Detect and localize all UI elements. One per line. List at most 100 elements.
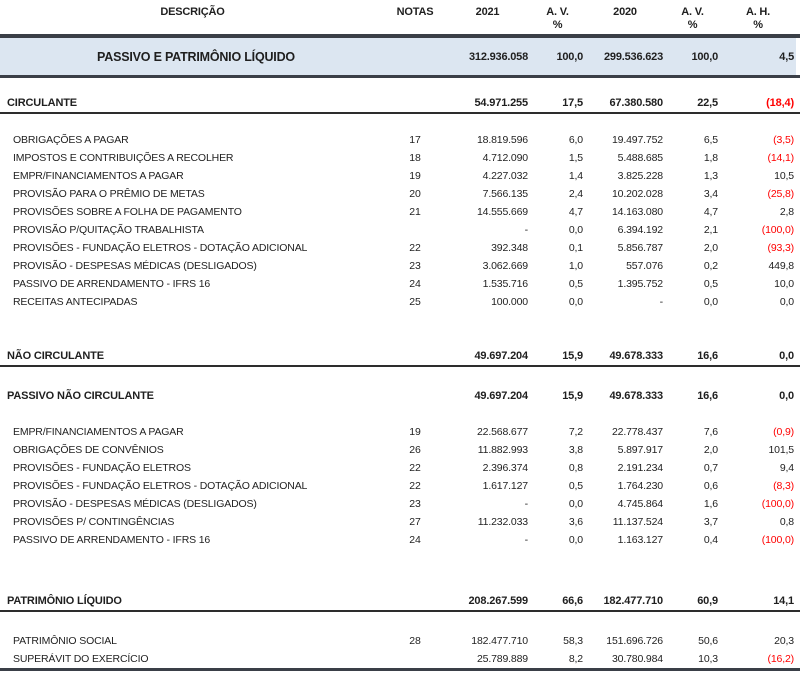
cell-ah: (100,0)	[761, 498, 794, 510]
table-header-row: DESCRIÇÃO NOTAS 2021 A. V. % 2020 A. V. …	[0, 4, 796, 34]
cell-av-2021: 0,5	[568, 278, 583, 290]
row-label: IMPOSTOS E CONTRIBUIÇÕES A RECOLHER	[13, 152, 234, 164]
cell-av-2021: 15,9	[562, 390, 583, 402]
cell-av-2020: 1,6	[703, 498, 718, 510]
cell-ah: 4,5	[779, 50, 794, 63]
row-label: PROVISÕES - FUNDAÇÃO ELETROS - DOTAÇÃO A…	[13, 242, 308, 254]
cell-2021-value: 312.936.058	[469, 50, 528, 63]
row-label: EMPR/FINANCIAMENTOS A PAGAR	[13, 170, 184, 182]
column-header-label: NOTAS	[396, 6, 434, 18]
row-label: NÃO CIRCULANTE	[7, 350, 104, 362]
cell-2020-value: -	[659, 296, 664, 308]
table-row: PASSIVO NÃO CIRCULANTE 49.697.204 15,9 49.6…	[0, 387, 796, 405]
cell-note: 22	[409, 242, 421, 254]
cell-2021-value: 182.477.710	[471, 635, 528, 647]
cell-2021-value: -	[524, 534, 529, 546]
cell-ah: 10,5	[774, 170, 794, 182]
table-row: PROVISÕES - FUNDAÇÃO ELETROS - DOTAÇÃO A…	[0, 477, 796, 495]
cell-2021-value: 54.971.255	[474, 97, 528, 109]
column-header-label: A. V.	[546, 6, 569, 18]
table-row: PASSIVO DE ARRENDAMENTO - IFRS 16 24 - 0,0 1…	[0, 531, 796, 549]
cell-ah: (100,0)	[761, 534, 794, 546]
cell-2020-value: 2.191.234	[617, 462, 664, 474]
cell-note: 22	[409, 462, 421, 474]
column-header-percent: %	[687, 19, 698, 31]
table-row: PATRIMÔNIO SOCIAL 28 182.477.710 58,3 151.69…	[0, 632, 796, 650]
cell-av-2021: 7,2	[568, 426, 583, 438]
cell-ah: (25,8)	[767, 188, 794, 200]
divider-rule	[0, 365, 800, 367]
table-row: OBRIGAÇÕES DE CONVÊNIOS 26 11.882.993 3,8 5.…	[0, 441, 796, 459]
grand-total-label: PASSIVO E PATRIMÔNIO LÍQUIDO	[97, 49, 295, 64]
row-label: OBRIGAÇÕES A PAGAR	[13, 134, 129, 146]
cell-av-2020: 1,3	[703, 170, 718, 182]
cell-av-2020: 0,2	[703, 260, 718, 272]
cell-av-2020: 0,6	[703, 480, 718, 492]
cell-2020-value: 182.477.710	[603, 595, 663, 607]
row-label: SUPERÁVIT DO EXERCÍCIO	[13, 653, 149, 665]
cell-2021-value: 3.062.669	[482, 260, 529, 272]
cell-2020-value: 49.678.333	[609, 390, 663, 402]
cell-2020-value: 1.395.752	[617, 278, 664, 290]
cell-note: 27	[409, 516, 421, 528]
balance-sheet-table: DESCRIÇÃO NOTAS 2021 A. V. % 2020 A. V. …	[0, 4, 800, 671]
cell-ah: (14,1)	[767, 152, 794, 164]
cell-2021-value: 392.348	[491, 242, 528, 254]
cell-2020-value: 299.536.623	[604, 50, 663, 63]
cell-av-2020: 0,0	[703, 296, 718, 308]
cell-2020-value: 557.076	[626, 260, 663, 272]
cell-note: 19	[409, 170, 421, 182]
table-row: IMPOSTOS E CONTRIBUIÇÕES A RECOLHER 18 4.7…	[0, 149, 796, 167]
table-row: PROVISÃO PARA O PRÊMIO DE METAS 20 7.566.1…	[0, 185, 796, 203]
cell-note: 25	[409, 296, 421, 308]
cell-av-2021: 0,8	[568, 462, 583, 474]
cell-av-2020: 10,3	[698, 653, 718, 665]
divider-rule	[0, 112, 800, 114]
cell-note: 18	[409, 152, 421, 164]
cell-2020-value: 19.497.752	[611, 134, 663, 146]
grand-total-row: PASSIVO E PATRIMÔNIO LÍQUIDO 312.936.058…	[0, 38, 796, 75]
cell-ah: 0,0	[779, 296, 794, 308]
cell-av-2020: 4,7	[703, 206, 718, 218]
cell-av-2021: 100,0	[556, 50, 583, 63]
row-label: PASSIVO DE ARRENDAMENTO - IFRS 16	[13, 534, 211, 546]
column-header-label: A. H.	[745, 6, 771, 18]
cell-av-2021: 0,0	[568, 498, 583, 510]
cell-ah: 0,0	[779, 350, 794, 362]
cell-av-2021: 6,0	[568, 134, 583, 146]
cell-av-2020: 22,5	[697, 97, 718, 109]
cell-2021-value: 14.555.669	[476, 206, 528, 218]
cell-ah: 9,4	[779, 462, 794, 474]
cell-note: 17	[409, 134, 421, 146]
cell-av-2021: 3,6	[568, 516, 583, 528]
row-label: PROVISÃO PARA O PRÊMIO DE METAS	[13, 188, 205, 200]
cell-av-2020: 7,6	[703, 426, 718, 438]
row-label: PATRIMÔNIO LÍQUIDO	[7, 595, 122, 607]
cell-ah: 14,1	[773, 595, 794, 607]
cell-2021-value: 18.819.596	[476, 134, 528, 146]
column-header-label: DESCRIÇÃO	[160, 6, 225, 18]
table-row: EMPR/FINANCIAMENTOS A PAGAR 19 22.568.677 7…	[0, 423, 796, 441]
cell-ah: (100,0)	[761, 224, 794, 236]
cell-note: 28	[409, 635, 421, 647]
cell-av-2020: 50,6	[698, 635, 718, 647]
cell-2021-value: 11.882.993	[477, 444, 528, 456]
cell-2021-value: -	[524, 224, 529, 236]
table-row: PROVISÕES - FUNDAÇÃO ELETROS - DOTAÇÃO A…	[0, 239, 796, 257]
table-row: EMPR/FINANCIAMENTOS A PAGAR 19 4.227.032 1,…	[0, 167, 796, 185]
cell-2020-value: 67.380.580	[609, 97, 663, 109]
cell-ah: 2,8	[779, 206, 794, 218]
cell-2021-value: 100.000	[491, 296, 528, 308]
cell-2020-value: 5.488.685	[617, 152, 664, 164]
row-label: RECEITAS ANTECIPADAS	[13, 296, 138, 308]
cell-2020-value: 22.778.437	[611, 426, 663, 438]
cell-av-2020: 16,6	[697, 350, 718, 362]
cell-av-2021: 0,0	[568, 224, 583, 236]
cell-2021-value: 208.267.599	[468, 595, 528, 607]
cell-note: 20	[409, 188, 421, 200]
cell-2021-value: -	[524, 498, 529, 510]
cell-2021-value: 4.712.090	[482, 152, 529, 164]
cell-av-2021: 8,2	[568, 653, 583, 665]
cell-2020-value: 1.764.230	[617, 480, 664, 492]
divider-rule	[0, 668, 800, 671]
